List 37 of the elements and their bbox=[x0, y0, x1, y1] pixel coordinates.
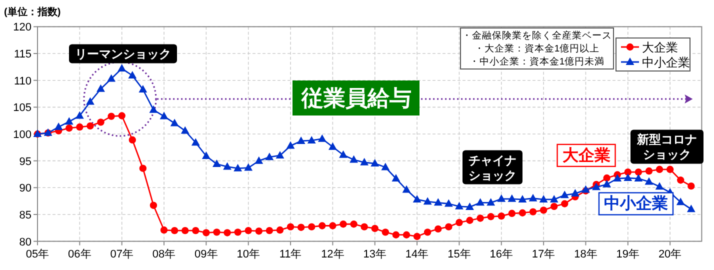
x-tick-label: 15年 bbox=[448, 248, 471, 260]
x-tick-label: 14年 bbox=[405, 248, 429, 260]
x-tick-label: 19年 bbox=[616, 248, 640, 260]
legend-label: 中小企業 bbox=[642, 56, 690, 70]
y-tick-label: 110 bbox=[14, 75, 32, 88]
legend-label: 大企業 bbox=[642, 40, 678, 54]
x-tick-label: 17年 bbox=[532, 248, 556, 260]
annotation: ・中小企業：資本金1億円未満 bbox=[469, 56, 605, 68]
x-tick-label: 18年 bbox=[574, 248, 598, 260]
text: 中小企業 bbox=[604, 196, 668, 213]
text: 大企業 bbox=[562, 147, 610, 164]
x-tick-label: 09年 bbox=[194, 248, 218, 260]
y-tick-label: 100 bbox=[13, 129, 32, 141]
y-tick-label: 95 bbox=[19, 156, 32, 168]
y-tick-label: 85 bbox=[19, 209, 32, 222]
x-tick-label: 13年 bbox=[363, 248, 386, 260]
y-tick-label: 105 bbox=[13, 102, 32, 114]
x-tick-label: 05年 bbox=[26, 248, 50, 260]
annotation: ・金融保険業を除く全産業ベース bbox=[462, 30, 612, 42]
x-tick-label: 06年 bbox=[68, 248, 92, 260]
x-tick-label: 12年 bbox=[321, 248, 344, 260]
annotation: リーマンショック bbox=[75, 47, 171, 62]
x-tick-label: 07年 bbox=[110, 248, 134, 260]
x-tick-label: 16年 bbox=[490, 248, 514, 260]
annotation: チャイナショック bbox=[468, 153, 516, 182]
text: 従業員給与 bbox=[300, 86, 412, 110]
y-tick-label: 120 bbox=[13, 22, 32, 34]
y-tick-label: 90 bbox=[19, 182, 32, 195]
x-tick-label: 20年 bbox=[658, 248, 682, 260]
y-tick-label: 115 bbox=[14, 48, 32, 61]
x-tick-label: 11年 bbox=[279, 248, 302, 260]
y-tick-label: 80 bbox=[19, 236, 32, 248]
y-axis-title: (単位：指数) bbox=[4, 6, 61, 18]
annotation: ・大企業：資本金1億円以上 bbox=[474, 42, 600, 54]
x-tick-label: 08年 bbox=[152, 248, 176, 260]
annotation: 新型コロナショック bbox=[636, 132, 697, 162]
x-tick-label: 10年 bbox=[236, 248, 260, 260]
